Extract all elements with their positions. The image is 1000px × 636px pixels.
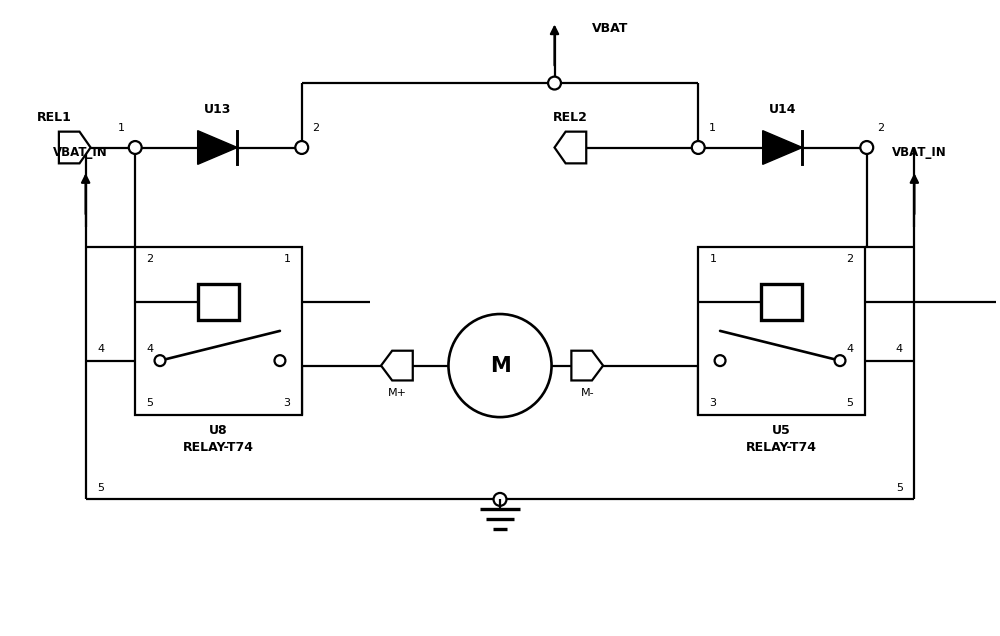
Circle shape xyxy=(548,76,561,90)
Text: U14: U14 xyxy=(769,103,796,116)
Text: 1: 1 xyxy=(283,254,290,263)
Circle shape xyxy=(155,355,165,366)
Text: 3: 3 xyxy=(710,398,717,408)
Text: REL2: REL2 xyxy=(553,111,588,124)
Circle shape xyxy=(692,141,705,154)
Text: 2: 2 xyxy=(877,123,884,133)
Polygon shape xyxy=(59,132,91,163)
Bar xyxy=(135,247,302,415)
Polygon shape xyxy=(763,130,802,164)
Circle shape xyxy=(715,355,726,366)
Text: VBAT_IN: VBAT_IN xyxy=(53,146,108,159)
Text: U5: U5 xyxy=(772,424,791,436)
Text: REL1: REL1 xyxy=(36,111,71,124)
Text: U8: U8 xyxy=(209,424,228,436)
Circle shape xyxy=(494,493,506,506)
Text: 5: 5 xyxy=(97,483,104,492)
Text: U13: U13 xyxy=(204,103,231,116)
Text: RELAY-T74: RELAY-T74 xyxy=(746,441,817,454)
Text: 4: 4 xyxy=(896,343,903,354)
Text: 1: 1 xyxy=(710,254,717,263)
Text: RELAY-T74: RELAY-T74 xyxy=(183,441,254,454)
Text: M+: M+ xyxy=(387,389,406,398)
Text: VBAT: VBAT xyxy=(592,22,629,35)
Text: 1: 1 xyxy=(709,123,716,133)
Text: 3: 3 xyxy=(283,398,290,408)
Circle shape xyxy=(835,355,845,366)
Circle shape xyxy=(129,141,142,154)
Circle shape xyxy=(295,141,308,154)
Polygon shape xyxy=(381,350,413,380)
Bar xyxy=(761,284,802,320)
Text: 4: 4 xyxy=(147,343,154,354)
Circle shape xyxy=(448,314,552,417)
Text: 4: 4 xyxy=(97,343,104,354)
Text: 5: 5 xyxy=(846,398,853,408)
Text: 5: 5 xyxy=(896,483,903,492)
Bar xyxy=(698,247,865,415)
Polygon shape xyxy=(555,132,586,163)
Text: 2: 2 xyxy=(147,254,154,263)
Text: 1: 1 xyxy=(118,123,125,133)
Circle shape xyxy=(860,141,873,154)
Text: VBAT_IN: VBAT_IN xyxy=(892,146,947,159)
Text: M-: M- xyxy=(580,389,594,398)
Polygon shape xyxy=(571,350,603,380)
Text: 2: 2 xyxy=(846,254,853,263)
Text: 2: 2 xyxy=(312,123,319,133)
Bar xyxy=(198,284,239,320)
Text: 4: 4 xyxy=(846,343,853,354)
Circle shape xyxy=(274,355,285,366)
Text: M: M xyxy=(490,356,510,376)
Polygon shape xyxy=(198,130,237,164)
Text: 5: 5 xyxy=(147,398,154,408)
